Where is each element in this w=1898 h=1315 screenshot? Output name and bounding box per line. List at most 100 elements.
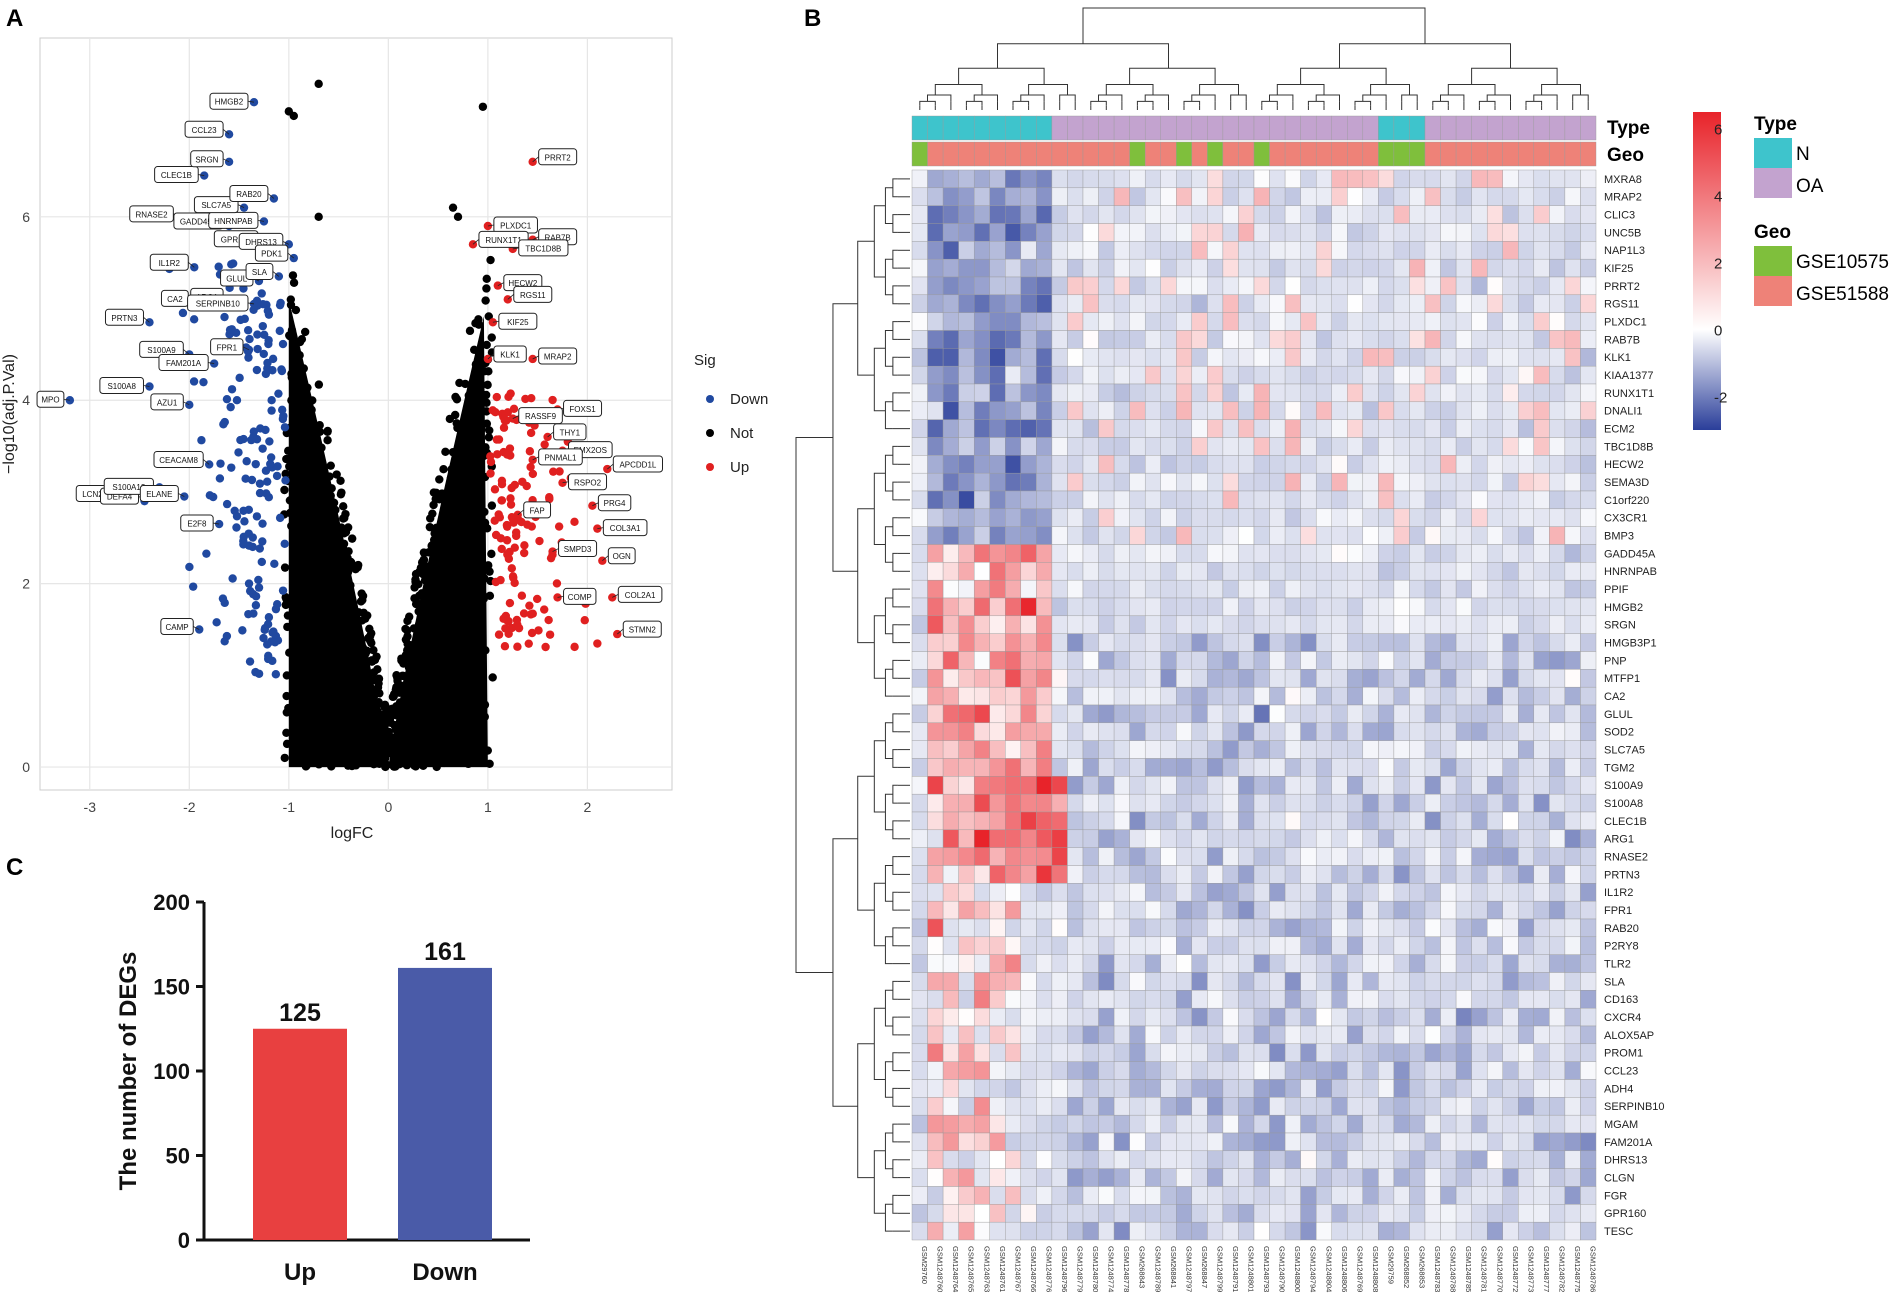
heatmap-cell [1580,294,1597,313]
heatmap-cell [958,883,975,902]
heatmap-cell [989,651,1006,670]
gene-label: S100A9 [147,346,176,355]
volcano-point-not [378,739,388,748]
heatmap-cell [1144,1097,1161,1116]
volcano-point-down [232,512,242,521]
heatmap-cell [1051,419,1068,438]
heatmap-cell [1424,722,1441,741]
heatmap-cell [1020,722,1037,741]
volcano-point-not [441,531,451,540]
column-dendrogram-branch [919,100,936,106]
heatmap-cell [1393,419,1410,438]
heatmap-cell [1005,169,1022,189]
heatmap-cell [1020,187,1037,206]
heatmap-cell [942,187,959,206]
heatmap-cell [1518,258,1535,278]
volcano-point-not [467,416,476,426]
volcano-point-not [306,556,316,565]
volcano-point-down [258,299,268,309]
volcano-point-not [345,649,355,659]
volcano-point-not [282,454,291,464]
heatmap-cell [1564,383,1581,403]
heatmap-cell [911,1025,928,1045]
heatmap-cell [973,205,990,224]
volcano-point-not [420,576,430,585]
volcano-point-not [320,655,330,664]
heatmap-cell [1347,1132,1364,1152]
heatmap-cell [1082,615,1099,634]
heatmap-cell [1518,508,1535,527]
heatmap-cell [1176,1150,1193,1169]
heatmap-cell [1440,651,1457,670]
heatmap-cell [1020,455,1037,474]
heatmap-cell [1020,258,1037,278]
heatmap-cell [1440,1132,1457,1152]
row-dendrogram-branch [873,1007,886,1080]
heatmap-cell [1067,811,1084,831]
heatmap-cell [1269,294,1286,313]
heatmap-cell [1315,900,1332,920]
heatmap-cell [1082,1168,1099,1187]
annotation-type-cell [1393,115,1410,141]
gene-label-leader [512,247,519,250]
heatmap-cell [1036,1168,1053,1187]
heatmap-cell [1440,1204,1457,1223]
heatmap-row-label: SLA [1604,976,1625,988]
heatmap-cell [1160,740,1177,759]
heatmap-cell [1549,740,1566,759]
heatmap-cell [1160,918,1177,938]
annotation-geo-cell [1362,141,1379,167]
heatmap-cell [1533,1168,1550,1187]
heatmap-cell [1113,383,1130,403]
heatmap-cell [927,490,944,510]
heatmap-cell [1347,401,1364,420]
heatmap-cell [942,526,959,545]
heatmap-cell [1549,990,1566,1009]
heatmap-cell [1393,972,1410,991]
heatmap-cell [1176,1204,1193,1223]
volcano-point-down [276,298,285,308]
annotation-geo-cell [1378,141,1395,167]
heatmap-cell [1036,633,1053,652]
heatmap-cell [1440,169,1457,189]
gene-label-leader [193,626,200,630]
heatmap-cell [1036,829,1053,848]
heatmap-cell [1269,811,1286,831]
heatmap-cell [1440,1186,1457,1205]
heatmap-cell [1315,990,1332,1009]
heatmap-cell [1455,205,1472,224]
heatmap-cell [958,1114,975,1134]
volcano-point-not [318,751,327,760]
volcano-point-not [431,724,441,733]
heatmap-cell [1440,1097,1457,1116]
heatmap-cell [1315,401,1332,420]
heatmap-cell [1129,330,1146,349]
heatmap-cell [927,900,944,920]
heatmap-cell [1518,669,1535,688]
heatmap-cell [1284,597,1301,617]
annotation-type-cell [1129,115,1146,141]
heatmap-cell [1378,1079,1395,1098]
heatmap-cell [1082,544,1099,563]
heatmap-cell [1409,972,1426,991]
heatmap-cell [1238,883,1255,902]
heatmap-cell [1051,169,1068,189]
heatmap-cell [1518,330,1535,349]
heatmap-cell [1300,455,1317,474]
annotation-type-cell [1269,115,1286,141]
heatmap-cell [1409,1061,1426,1080]
heatmap-cell [1020,1168,1037,1187]
heatmap-cell [1409,544,1426,563]
heatmap-cell [1160,276,1177,296]
volcano-point-not [464,441,474,450]
heatmap-cell [973,365,990,385]
volcano-point-up [520,541,529,550]
heatmap-cell [1486,294,1503,313]
heatmap-cell [1300,847,1317,866]
heatmap-cell [1067,651,1084,670]
heatmap-cell [942,365,959,385]
heatmap-cell [927,223,944,242]
heatmap-cell [1440,276,1457,296]
heatmap-cell [1580,1079,1597,1098]
volcano-point-not [450,410,460,420]
